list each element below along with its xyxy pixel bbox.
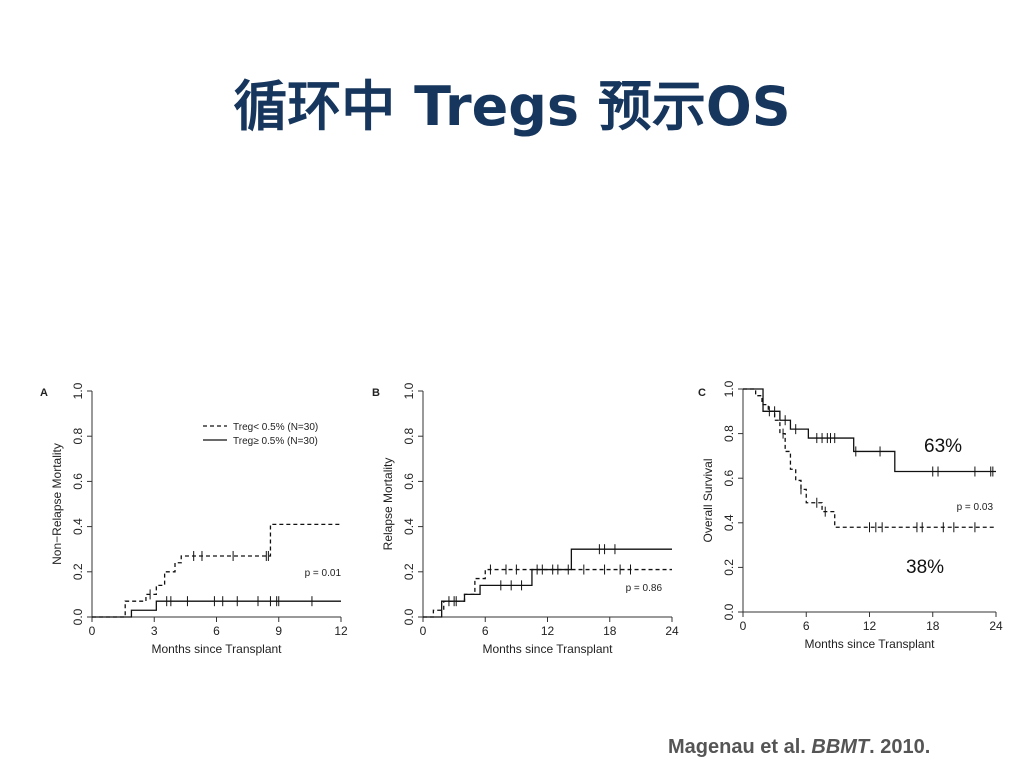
y-tick-label: 0.4 xyxy=(71,518,85,535)
x-tick-label: 12 xyxy=(863,619,877,633)
x-axis-label: Months since Transplant xyxy=(151,642,282,656)
y-tick-label: 0.2 xyxy=(71,563,85,580)
slide-title: 循环中 Tregs 预示OS xyxy=(233,75,791,138)
legend-label: Treg< 0.5% (N=30) xyxy=(233,422,318,433)
citation-journal: BBMT xyxy=(811,736,870,758)
y-tick-label: 1.0 xyxy=(71,382,85,399)
x-tick-label: 18 xyxy=(603,624,617,638)
x-tick-label: 12 xyxy=(334,624,348,638)
x-tick-label: 6 xyxy=(213,624,220,638)
y-tick-label: 0.4 xyxy=(402,518,416,535)
x-tick-label: 6 xyxy=(803,619,810,633)
x-tick-label: 24 xyxy=(665,624,679,638)
citation-year: . 2010. xyxy=(869,736,931,758)
p-value: p = 0.01 xyxy=(305,568,342,579)
x-tick-label: 0 xyxy=(740,619,747,633)
km-curve-high-treg xyxy=(423,548,672,618)
panel-letter: A xyxy=(40,387,48,399)
os-low-annotation: 38% xyxy=(906,557,945,578)
x-axis-label: Months since Transplant xyxy=(804,637,935,651)
chart-panel-b: B 0 6 12 18 24 0.0 0.2 0.4 0.6 0.8 1.0 Months since … xyxy=(372,382,679,656)
panel-letter: B xyxy=(372,387,380,399)
citation-authors: Magenau et al. xyxy=(668,736,812,758)
km-curve-low-treg xyxy=(423,568,672,618)
y-axis-label: Non−Relapse Mortality xyxy=(50,443,64,565)
x-axis-label: Months since Transplant xyxy=(482,642,613,656)
x-tick-label: 18 xyxy=(926,619,940,633)
y-tick-label: 0.8 xyxy=(402,428,416,445)
y-tick-label: 0.2 xyxy=(722,559,736,576)
y-tick-label: 0.2 xyxy=(402,563,416,580)
y-tick-label: 0.0 xyxy=(722,603,736,620)
legend-label: Treg≥ 0.5% (N=30) xyxy=(233,436,318,447)
chart-panel-a: A 0 3 6 9 12 0.0 0.2 0.4 0.6 0.8 1.0 Months since Tr… xyxy=(40,382,348,656)
y-tick-label: 0.6 xyxy=(402,473,416,490)
x-tick-label: 0 xyxy=(420,624,427,638)
panel-letter: C xyxy=(698,387,706,399)
chart-panel-c: C 0 6 12 18 24 0.0 0.2 0.4 0.6 0.8 1.0 Months since … xyxy=(698,380,1003,651)
x-tick-label: 9 xyxy=(275,624,282,638)
x-tick-label: 3 xyxy=(151,624,158,638)
y-tick-label: 1.0 xyxy=(722,380,736,397)
x-tick-label: 12 xyxy=(541,624,555,638)
km-curve-low-treg xyxy=(92,523,341,618)
y-axis-label: Overall Survival xyxy=(701,458,715,542)
y-tick-label: 1.0 xyxy=(402,382,416,399)
km-curve-high-treg xyxy=(92,600,341,618)
y-tick-label: 0.6 xyxy=(722,470,736,487)
y-tick-label: 0.8 xyxy=(71,428,85,445)
x-tick-label: 0 xyxy=(89,624,96,638)
y-tick-label: 0.0 xyxy=(402,608,416,625)
y-tick-label: 0.6 xyxy=(71,473,85,490)
y-axis-label: Relapse Mortality xyxy=(381,458,395,551)
y-tick-label: 0.8 xyxy=(722,425,736,442)
p-value: p = 0.86 xyxy=(626,583,663,594)
citation: Magenau et al. BBMT. 2010. xyxy=(668,736,930,759)
x-tick-label: 24 xyxy=(989,619,1003,633)
p-value: p = 0.03 xyxy=(957,502,994,513)
y-tick-label: 0.0 xyxy=(71,608,85,625)
km-curve-high-treg xyxy=(743,388,996,473)
y-tick-label: 0.4 xyxy=(722,514,736,531)
os-high-annotation: 63% xyxy=(924,436,963,457)
x-tick-label: 6 xyxy=(482,624,489,638)
